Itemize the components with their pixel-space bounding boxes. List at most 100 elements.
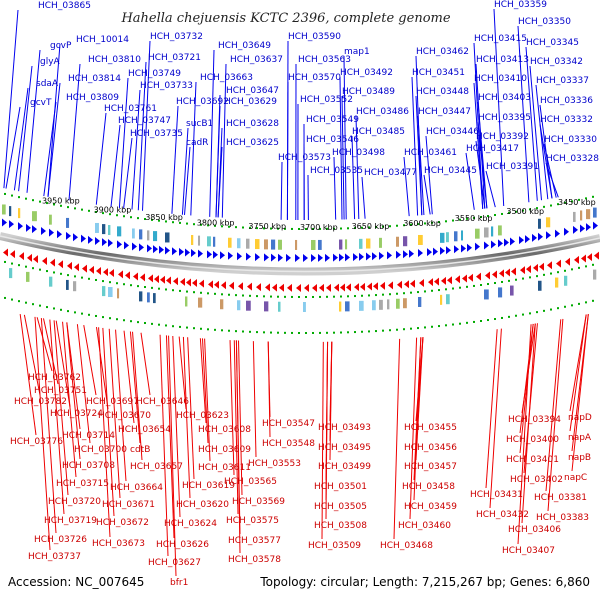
cog-block: [593, 207, 597, 218]
cog-block: [198, 235, 201, 246]
gene-label: HCH_03749: [128, 69, 181, 79]
gene-label: HCH_03477: [364, 168, 417, 178]
gene-label: HCH_03461: [404, 148, 457, 158]
cog-block: [586, 209, 591, 220]
tick-dot: [193, 291, 195, 294]
tick-dot: [144, 286, 146, 289]
forward-gene: [379, 251, 384, 260]
tick-dot: [557, 203, 559, 206]
tick-dot: [557, 307, 559, 310]
cog-block: [318, 239, 322, 250]
kbp-label: 3700 kbp: [300, 223, 338, 232]
tick-dot: [473, 320, 475, 323]
reverse-gene: [462, 274, 467, 283]
gene-label: HCH_03486: [356, 107, 409, 117]
gene-label: HCH_03493: [318, 423, 371, 433]
tick-dot: [46, 270, 48, 273]
tick-dot: [186, 290, 188, 293]
reverse-gene: [565, 257, 570, 266]
forward-gene: [286, 253, 291, 262]
cog-block: [66, 217, 70, 228]
tick-dot: [543, 273, 545, 276]
tick-dot: [228, 329, 230, 332]
tick-dot: [11, 194, 13, 197]
tick-dot: [46, 306, 48, 309]
tick-dot: [221, 293, 223, 296]
reverse-gene: [547, 261, 552, 270]
tick-dot: [319, 331, 321, 334]
gene-label: HCH_03776: [10, 437, 63, 447]
tick-dot: [473, 216, 475, 219]
gene-label: HCH_03646: [136, 397, 189, 407]
tick-dot: [585, 265, 587, 268]
gene-label: gcvT: [30, 98, 52, 108]
tick-dot: [263, 331, 265, 334]
tick-dot: [81, 312, 83, 315]
cog-block: [396, 298, 400, 309]
gene-label: HCH_03431: [470, 490, 523, 500]
gene-label: HCH_03548: [262, 439, 315, 449]
tick-dot: [109, 281, 111, 284]
gene-label: cadR: [186, 138, 208, 148]
gene-label: HCH_03535: [310, 166, 363, 176]
tick-dot: [445, 288, 447, 291]
gene-label: HCH_03721: [148, 53, 201, 63]
tick-dot: [333, 295, 335, 298]
tick-dot: [445, 324, 447, 327]
tick-dot: [536, 275, 538, 278]
cog-block: [510, 285, 514, 296]
tick-dot: [550, 308, 552, 311]
tick-dot: [242, 226, 244, 229]
reverse-gene: [238, 282, 243, 291]
forward-gene: [546, 231, 551, 240]
gene-label: HCH_03726: [34, 535, 87, 545]
gene-label: sucB1: [186, 119, 213, 129]
forward-gene: [81, 234, 86, 243]
tick-dot: [165, 220, 167, 223]
forward-gene: [467, 243, 472, 252]
tick-dot: [116, 282, 118, 285]
reverse-gene: [109, 269, 114, 278]
tick-dot: [312, 295, 314, 298]
tick-dot: [438, 289, 440, 292]
reverse-gene: [380, 281, 385, 290]
reverse-gene: [50, 258, 55, 267]
tick-dot: [256, 295, 258, 298]
tick-dot: [396, 328, 398, 331]
gene-label: HCH_03590: [288, 32, 341, 42]
tick-dot: [340, 331, 342, 334]
tick-dot: [494, 318, 496, 321]
gene-label: HCH_03747: [118, 116, 171, 126]
cog-block: [198, 297, 203, 308]
cog-block: [9, 206, 12, 217]
tick-dot: [228, 293, 230, 296]
cog-block: [403, 298, 407, 309]
cog-block: [593, 269, 597, 280]
tick-dot: [67, 310, 69, 313]
tick-dot: [123, 283, 125, 286]
reverse-gene: [574, 255, 579, 264]
tick-dot: [494, 214, 496, 217]
forward-gene: [461, 244, 466, 253]
tick-dot: [459, 218, 461, 221]
tick-dot: [326, 227, 328, 230]
gene-label: HCH_03578: [228, 555, 281, 565]
reverse-gene: [594, 251, 599, 260]
tick-dot: [228, 225, 230, 228]
gene-label: HCH_03400: [506, 435, 559, 445]
tick-dot: [284, 227, 286, 230]
reverse-gene: [468, 273, 473, 282]
cog-block: [255, 239, 260, 250]
cog-block: [396, 236, 400, 247]
cog-block: [387, 299, 390, 310]
cog-block: [339, 239, 343, 250]
gene-label: HCH_03401: [506, 455, 559, 465]
gene-label: HCH_03620: [176, 500, 229, 510]
reverse-gene: [287, 283, 292, 292]
tick-dot: [130, 320, 132, 323]
forward-gene: [198, 249, 203, 258]
reverse-gene: [587, 253, 592, 262]
tick-dot: [501, 316, 503, 319]
gene-label: HCH_03546: [306, 135, 359, 145]
tick-dot: [480, 320, 482, 322]
